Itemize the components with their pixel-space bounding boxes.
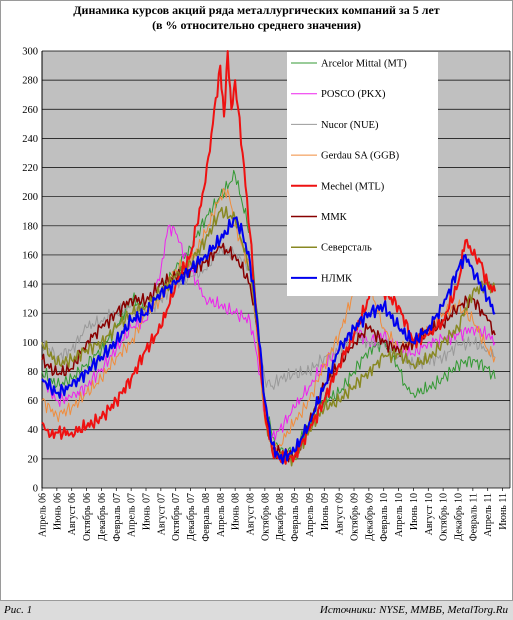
y-tick-label: 180 <box>22 221 38 232</box>
x-tick-label: Декабрь 06 <box>97 493 108 541</box>
x-tick-label: Август 06 <box>67 493 78 535</box>
x-tick-label: Август 08 <box>246 493 257 535</box>
x-tick-label: Февраль 09 <box>290 493 301 542</box>
y-axis-ticks: 0 20 40 60 80 100 120 140 160 180 200 220 240 260 280 3… <box>22 47 38 495</box>
chart-title: Динамика курсов акций ряда металлургичес… <box>73 3 440 17</box>
x-tick-label: Октябрь 06 <box>82 493 93 541</box>
x-tick-label: Июнь 10 <box>409 493 420 530</box>
series-line-2 <box>41 245 496 390</box>
x-tick-label: Декабрь 08 <box>275 493 286 541</box>
x-tick-label: Август 10 <box>424 493 435 535</box>
y-tick-label: 220 <box>22 163 38 174</box>
legend-label: Gerdau SA (GGB) <box>321 151 400 162</box>
x-tick-label: Август 07 <box>156 493 167 535</box>
x-tick-label: Октябрь 07 <box>171 493 182 541</box>
x-tick-label: Декабрь 09 <box>364 493 375 541</box>
x-tick-label: Июнь 06 <box>52 493 63 530</box>
figure-label: Рис. 1 <box>4 604 33 616</box>
y-tick-label: 260 <box>22 105 38 116</box>
legend-label: Arcelor Mittal (MT) <box>321 59 407 70</box>
x-tick-label: Апрель 10 <box>394 493 405 537</box>
x-tick-label: Апрель 06 <box>38 493 49 537</box>
legend-label: ММК <box>321 212 348 223</box>
x-tick-label: Октябрь 09 <box>350 493 361 541</box>
plot-area <box>42 51 510 488</box>
y-tick-label: 280 <box>22 76 38 87</box>
x-tick-label: Февраль 08 <box>201 493 212 542</box>
y-tick-label: 300 <box>22 47 38 58</box>
y-tick-label: 0 <box>33 484 38 495</box>
legend-label: НЛМК <box>321 273 353 284</box>
y-tick-label: 140 <box>22 280 38 291</box>
series-line-7 <box>41 216 496 465</box>
legend-label: Mechel (MTL) <box>321 181 385 192</box>
y-tick-label: 240 <box>22 134 38 145</box>
series-line-4 <box>41 50 497 465</box>
x-tick-label: Июнь 09 <box>320 493 331 530</box>
x-tick-label: Октябрь 10 <box>439 493 450 541</box>
y-tick-label: 80 <box>28 367 39 378</box>
x-tick-label: Апрель 09 <box>305 493 316 537</box>
line-chart: 0 20 40 60 80 100 120 140 160 180 200 220 240 260 280 3… <box>22 47 511 542</box>
x-tick-label: Декабрь 10 <box>454 493 465 541</box>
x-tick-label: Февраль 11 <box>468 493 479 541</box>
x-axis-ticks: Апрель 06 Июнь 06 Август 06 Октябрь 06 Декаб… <box>38 488 509 542</box>
y-tick-label: 120 <box>22 309 38 320</box>
x-tick-label: Апрель 08 <box>216 493 227 537</box>
y-tick-label: 60 <box>28 396 39 407</box>
footer: Рис. 1 Источники: NYSE, ММВБ, MetalTorg.… <box>0 600 513 620</box>
legend-box <box>287 52 438 296</box>
x-tick-label: Июнь 07 <box>142 493 153 530</box>
legend-label: Nucor (NUE) <box>321 120 379 131</box>
y-tick-label: 40 <box>28 425 39 436</box>
x-tick-label: Апрель 07 <box>127 493 138 537</box>
source-note: Источники: NYSE, ММВБ, MetalTorg.Ru <box>319 604 508 616</box>
series-lines <box>41 50 497 467</box>
y-tick-label: 20 <box>28 454 39 465</box>
y-tick-label: 160 <box>22 250 38 261</box>
x-tick-label: Апрель 11 <box>483 493 494 537</box>
x-tick-label: Февраль 10 <box>379 493 390 542</box>
chart-subtitle: (в % относительно среднего значения) <box>152 18 361 32</box>
legend-label: Северсталь <box>321 243 372 254</box>
x-tick-label: Октябрь 08 <box>260 493 271 541</box>
legend: Arcelor Mittal (MT) POSCO (PKX) Nucor (NUE… <box>287 52 438 296</box>
x-tick-label: Июнь 11 <box>498 493 509 530</box>
x-tick-label: Декабрь 07 <box>186 493 197 541</box>
y-tick-label: 100 <box>22 338 38 349</box>
chart-title-block: Динамика курсов акций ряда металлургичес… <box>0 3 513 33</box>
x-tick-label: Июнь 08 <box>231 493 242 530</box>
x-tick-label: Февраль 07 <box>112 493 123 542</box>
x-tick-label: Август 09 <box>335 493 346 535</box>
legend-label: POSCO (PKX) <box>321 89 386 100</box>
y-tick-label: 200 <box>22 192 38 203</box>
